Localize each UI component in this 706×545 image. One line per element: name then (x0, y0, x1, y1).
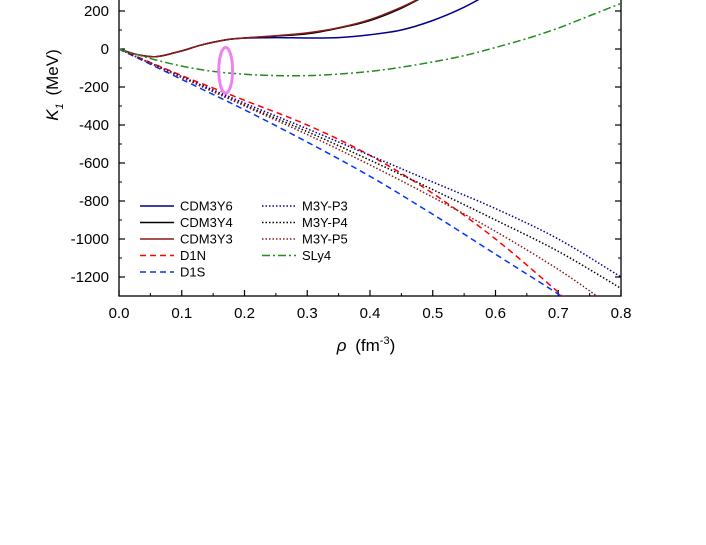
y-tick-label: -400 (79, 117, 109, 134)
x-tick-label: 0.4 (360, 305, 381, 322)
series-line-sly4 (119, 2, 621, 77)
legend-label: D1S (180, 265, 206, 280)
legend-label: M3Y-P5 (302, 232, 348, 247)
series-line-m3y-p4 (119, 48, 621, 290)
legend-label: D1N (180, 248, 206, 263)
x-tick-label: 0.0 (109, 305, 130, 322)
axis-titles: ρ (fm-3) K1 (MeV) (43, 49, 395, 355)
legend-label: SLy4 (302, 248, 331, 263)
y-tick-label: 0 (101, 41, 109, 58)
y-tick-label: -800 (79, 193, 109, 210)
x-tick-label: 0.2 (234, 305, 255, 322)
series-line-m3y-p5 (119, 48, 599, 296)
axis-ticks: 0.0 0.1 0.2 0.3 0.4 0.5 0.6 0.7 0.8 200 0 -200 -400 -… (71, 3, 632, 322)
x-tick-label: 0.8 (611, 305, 632, 322)
x-tick-label: 0.5 (422, 305, 443, 322)
y-tick-label: -1200 (71, 269, 109, 286)
legend-label: M3Y-P3 (302, 199, 348, 214)
y-tick-label: -200 (79, 79, 109, 96)
y-tick-label: -1000 (71, 231, 109, 248)
legend-label: M3Y-P4 (302, 215, 348, 230)
y-axis-label: K1 (MeV) (43, 49, 67, 120)
x-axis-label: ρ (fm-3) (336, 335, 395, 355)
series-group (119, 0, 621, 296)
series-line-cdm3y3 (119, 0, 419, 58)
series-line-cdm3y4 (119, 0, 420, 58)
series-line-m3y-p3 (119, 48, 621, 278)
series-line-d1n (119, 48, 564, 296)
legend-label: CDM3Y4 (180, 215, 233, 230)
x-tick-label: 0.3 (297, 305, 318, 322)
y-tick-label: -600 (79, 155, 109, 172)
legend-label: CDM3Y6 (180, 199, 233, 214)
series-line-cdm3y6 (119, 0, 480, 58)
highlight-ellipse (217, 45, 235, 95)
x-tick-label: 0.6 (485, 305, 506, 322)
legend-label: CDM3Y3 (180, 232, 233, 247)
x-tick-label: 0.7 (548, 305, 569, 322)
y-tick-label: 200 (84, 3, 109, 20)
series-line-d1s (119, 48, 563, 296)
x-tick-label: 0.1 (171, 305, 192, 322)
